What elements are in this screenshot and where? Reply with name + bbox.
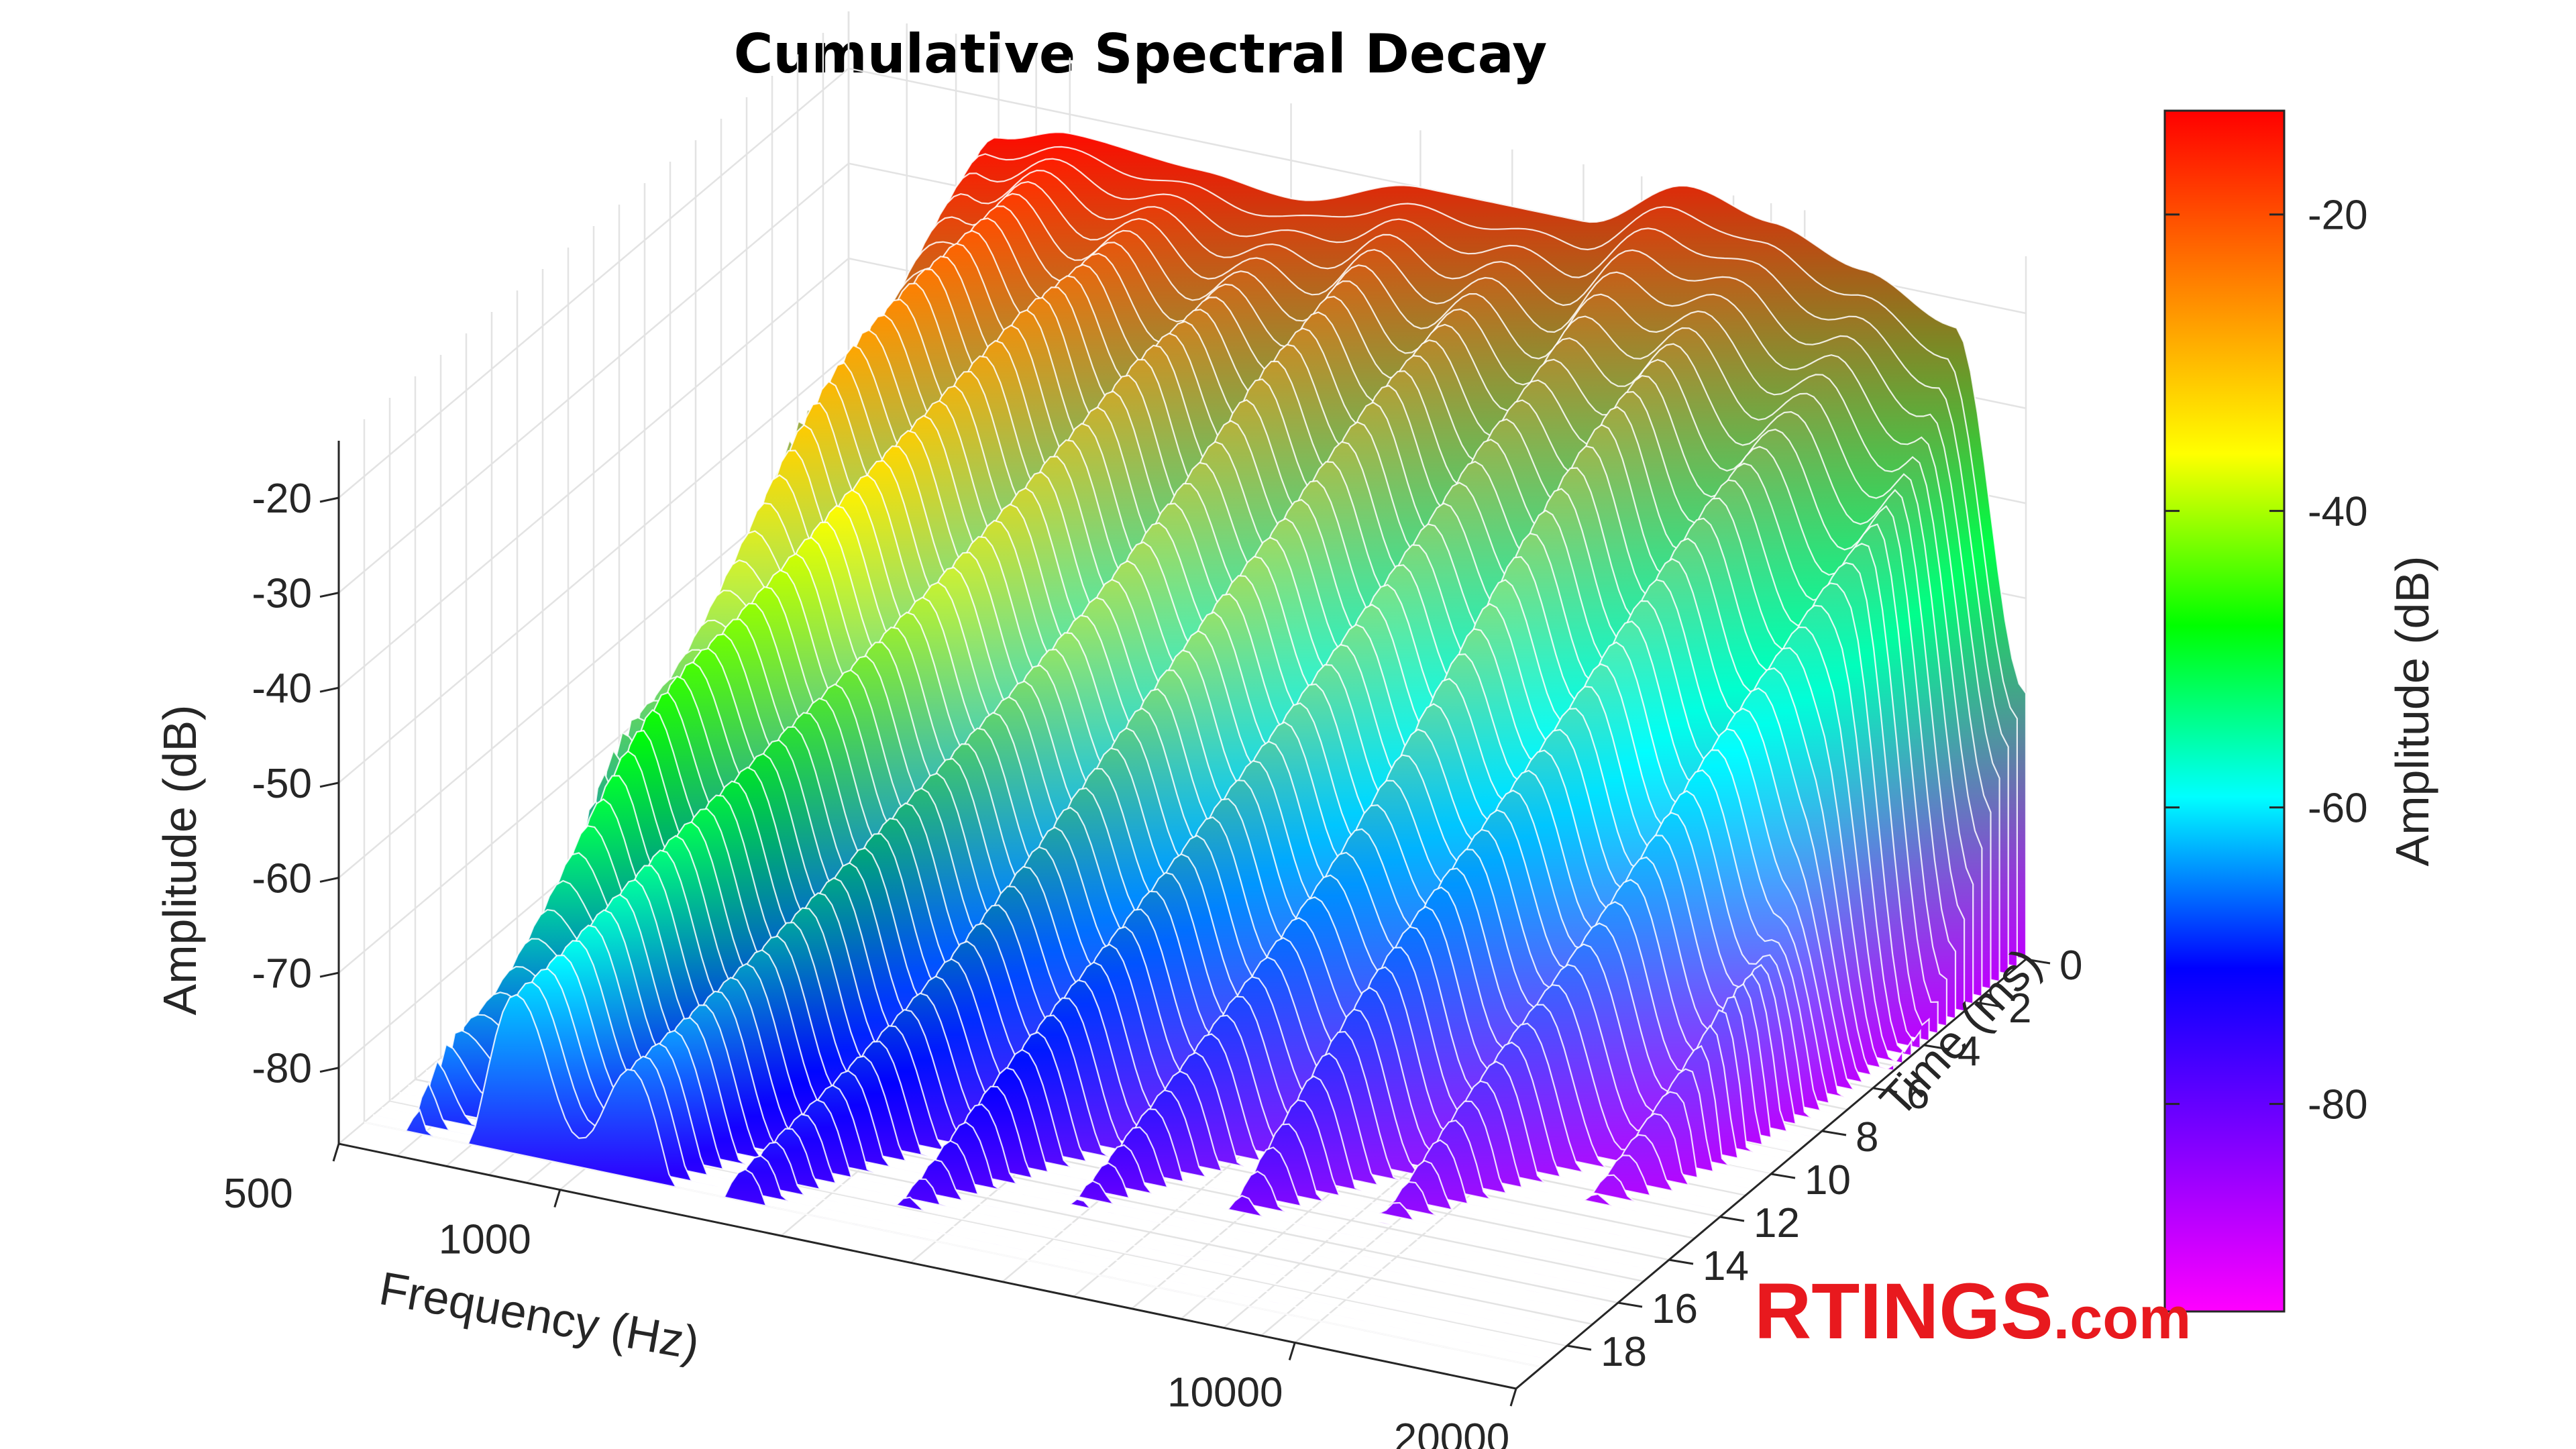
decay-slice <box>390 954 1568 1346</box>
side-wall-grid-line <box>338 162 849 594</box>
x-tick-label: 10000 <box>1167 1369 1283 1415</box>
x-tick <box>553 1189 561 1208</box>
z-tick <box>319 876 339 883</box>
colorbar-label: Amplitude (dB) <box>2386 556 2438 867</box>
side-wall-grid-line <box>338 68 849 498</box>
colorbar-tick-label: -60 <box>2308 786 2368 832</box>
y-tick-label: 12 <box>1754 1200 1800 1246</box>
colorbar: -80 -60 -40 -20 Amplitude (dB) <box>2163 109 2438 1313</box>
x-tick-label: 500 <box>223 1171 292 1217</box>
x-tick-label: 20000 <box>1394 1415 1509 1449</box>
y-tick-label: 0 <box>2059 943 2082 989</box>
y-tick <box>1719 1216 1745 1222</box>
watermark-suffix: .com <box>2053 1285 2191 1351</box>
y-tick-label: 6 <box>1907 1071 1929 1118</box>
z-tick <box>319 782 339 788</box>
decay-slice <box>372 981 1551 1360</box>
decay-slice <box>399 940 1577 1338</box>
rtings-watermark: RTINGS.com <box>1754 1267 2191 1356</box>
decay-slice <box>408 924 1586 1331</box>
y-tick-label: 8 <box>1856 1114 1878 1161</box>
y-tick-label: 14 <box>1703 1243 1749 1289</box>
y-tick <box>1566 1344 1592 1351</box>
z-tick-label: -50 <box>252 761 312 807</box>
z-tick <box>319 592 339 598</box>
y-tick <box>1821 1130 1847 1136</box>
z-tick-label: -80 <box>252 1046 312 1092</box>
decay-surface <box>364 131 2027 1368</box>
decay-slice <box>382 968 1560 1353</box>
y-tick-label: 18 <box>1601 1329 1647 1375</box>
y-tick <box>1770 1173 1796 1179</box>
chart-title: Cumulative Spectral Decay <box>734 23 1548 85</box>
colorbar-tick-label: -80 <box>2308 1082 2368 1128</box>
colorbar-tick-label: -20 <box>2308 193 2368 239</box>
y-tick <box>1668 1258 1694 1265</box>
z-tick-label: -60 <box>252 855 312 902</box>
x-tick <box>332 1143 340 1162</box>
y-tick <box>2025 958 2051 965</box>
y-tick-label: 10 <box>1805 1157 1851 1203</box>
colorbar-gradient <box>2163 109 2286 1313</box>
y-tick-label: 2 <box>2008 985 2031 1032</box>
x-tick <box>1288 1342 1296 1360</box>
y-tick <box>1617 1301 1643 1308</box>
z-tick <box>319 686 339 693</box>
z-tick <box>319 1067 339 1073</box>
z-tick-label: -70 <box>252 951 312 997</box>
side-wall-grid-line <box>338 258 849 689</box>
z-axis-label: Amplitude (dB) <box>154 705 206 1016</box>
decay-slice <box>364 994 1542 1368</box>
y-tick <box>1974 1001 2000 1008</box>
y-tick <box>1872 1087 1898 1093</box>
z-tick-label: -20 <box>252 476 312 522</box>
x-tick-label: 1000 <box>439 1217 531 1263</box>
side-wall-grid-line <box>338 352 849 784</box>
y-tick <box>1923 1044 1949 1051</box>
x-tick <box>1509 1388 1517 1407</box>
z-tick <box>319 496 339 503</box>
y-tick-label: 16 <box>1652 1286 1698 1332</box>
x-axis-label: Frequency (Hz) <box>376 1262 704 1370</box>
z-tick-label: -40 <box>252 665 312 712</box>
colorbar-tick-label: -40 <box>2308 489 2368 535</box>
z-tick-label: -30 <box>252 571 312 617</box>
watermark-brand: RTINGS <box>1754 1267 2053 1356</box>
x-axis-line <box>338 1142 1517 1390</box>
y-tick-label: 4 <box>1957 1028 1980 1075</box>
z-tick <box>319 971 339 978</box>
